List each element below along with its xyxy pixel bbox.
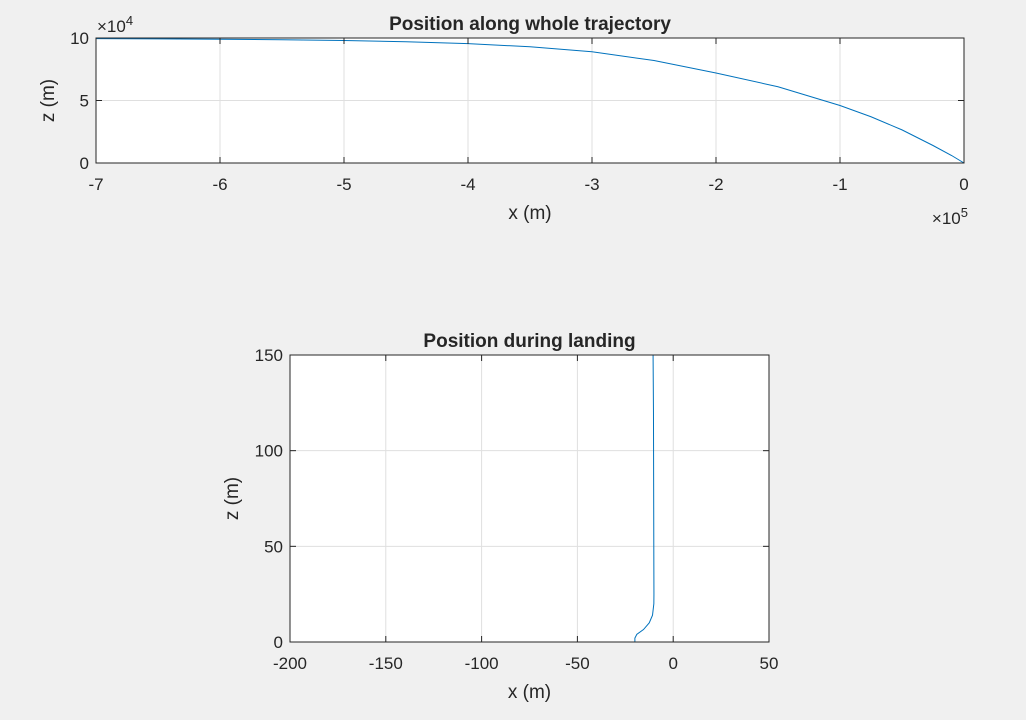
axes-whole-trajectory: -7 -6 -5 -4 -3 -2 -1 0 0 5 10 Position along whole … bbox=[38, 13, 969, 228]
x-tick-label: -5 bbox=[336, 175, 351, 194]
data-line bbox=[95, 38, 965, 164]
y-axis-label: z (m) bbox=[222, 477, 243, 520]
axes-landing: -200 -150 -100 -50 0 50 0 50 100 150 Position duri… bbox=[222, 331, 778, 703]
x-tick-label: -4 bbox=[460, 175, 475, 194]
x-tick-label: -3 bbox=[584, 175, 599, 194]
y-tick-label: 0 bbox=[80, 154, 89, 173]
axes-box bbox=[289, 354, 770, 643]
x-tick-label: -7 bbox=[88, 175, 103, 194]
x-exponent-power: 5 bbox=[961, 205, 968, 220]
x-tick-label: -200 bbox=[273, 654, 307, 673]
y-axis-label: z (m) bbox=[38, 79, 59, 122]
y-tick-label: 100 bbox=[255, 442, 283, 461]
y-tick-label: 150 bbox=[255, 346, 283, 365]
x-tick-label: -150 bbox=[369, 654, 403, 673]
data-line bbox=[634, 354, 655, 642]
x-axis-label: x (m) bbox=[508, 682, 551, 703]
y-tick-label: 10 bbox=[70, 29, 89, 48]
y-tick-label: 50 bbox=[264, 537, 283, 556]
x-tick-label: -100 bbox=[465, 654, 499, 673]
x-tick-label: -1 bbox=[832, 175, 847, 194]
y-exponent-label: ×104 bbox=[97, 13, 133, 36]
axes-title: Position during landing bbox=[423, 331, 635, 352]
y-tick-label: 0 bbox=[274, 633, 283, 652]
plot-area bbox=[290, 355, 769, 642]
x-tick-label: 0 bbox=[668, 654, 677, 673]
x-tick-label: -6 bbox=[212, 175, 227, 194]
x-tick-label: 50 bbox=[760, 654, 779, 673]
x-axis-label: x (m) bbox=[508, 203, 551, 224]
x-tick-label: -50 bbox=[565, 654, 590, 673]
y-tick-label: 5 bbox=[80, 92, 89, 111]
axes-title: Position along whole trajectory bbox=[389, 14, 671, 35]
x-tick-label: -2 bbox=[708, 175, 723, 194]
x-exponent-label: ×105 bbox=[932, 205, 968, 228]
y-exponent-power: 4 bbox=[126, 13, 133, 28]
x-tick-label: 0 bbox=[959, 175, 968, 194]
